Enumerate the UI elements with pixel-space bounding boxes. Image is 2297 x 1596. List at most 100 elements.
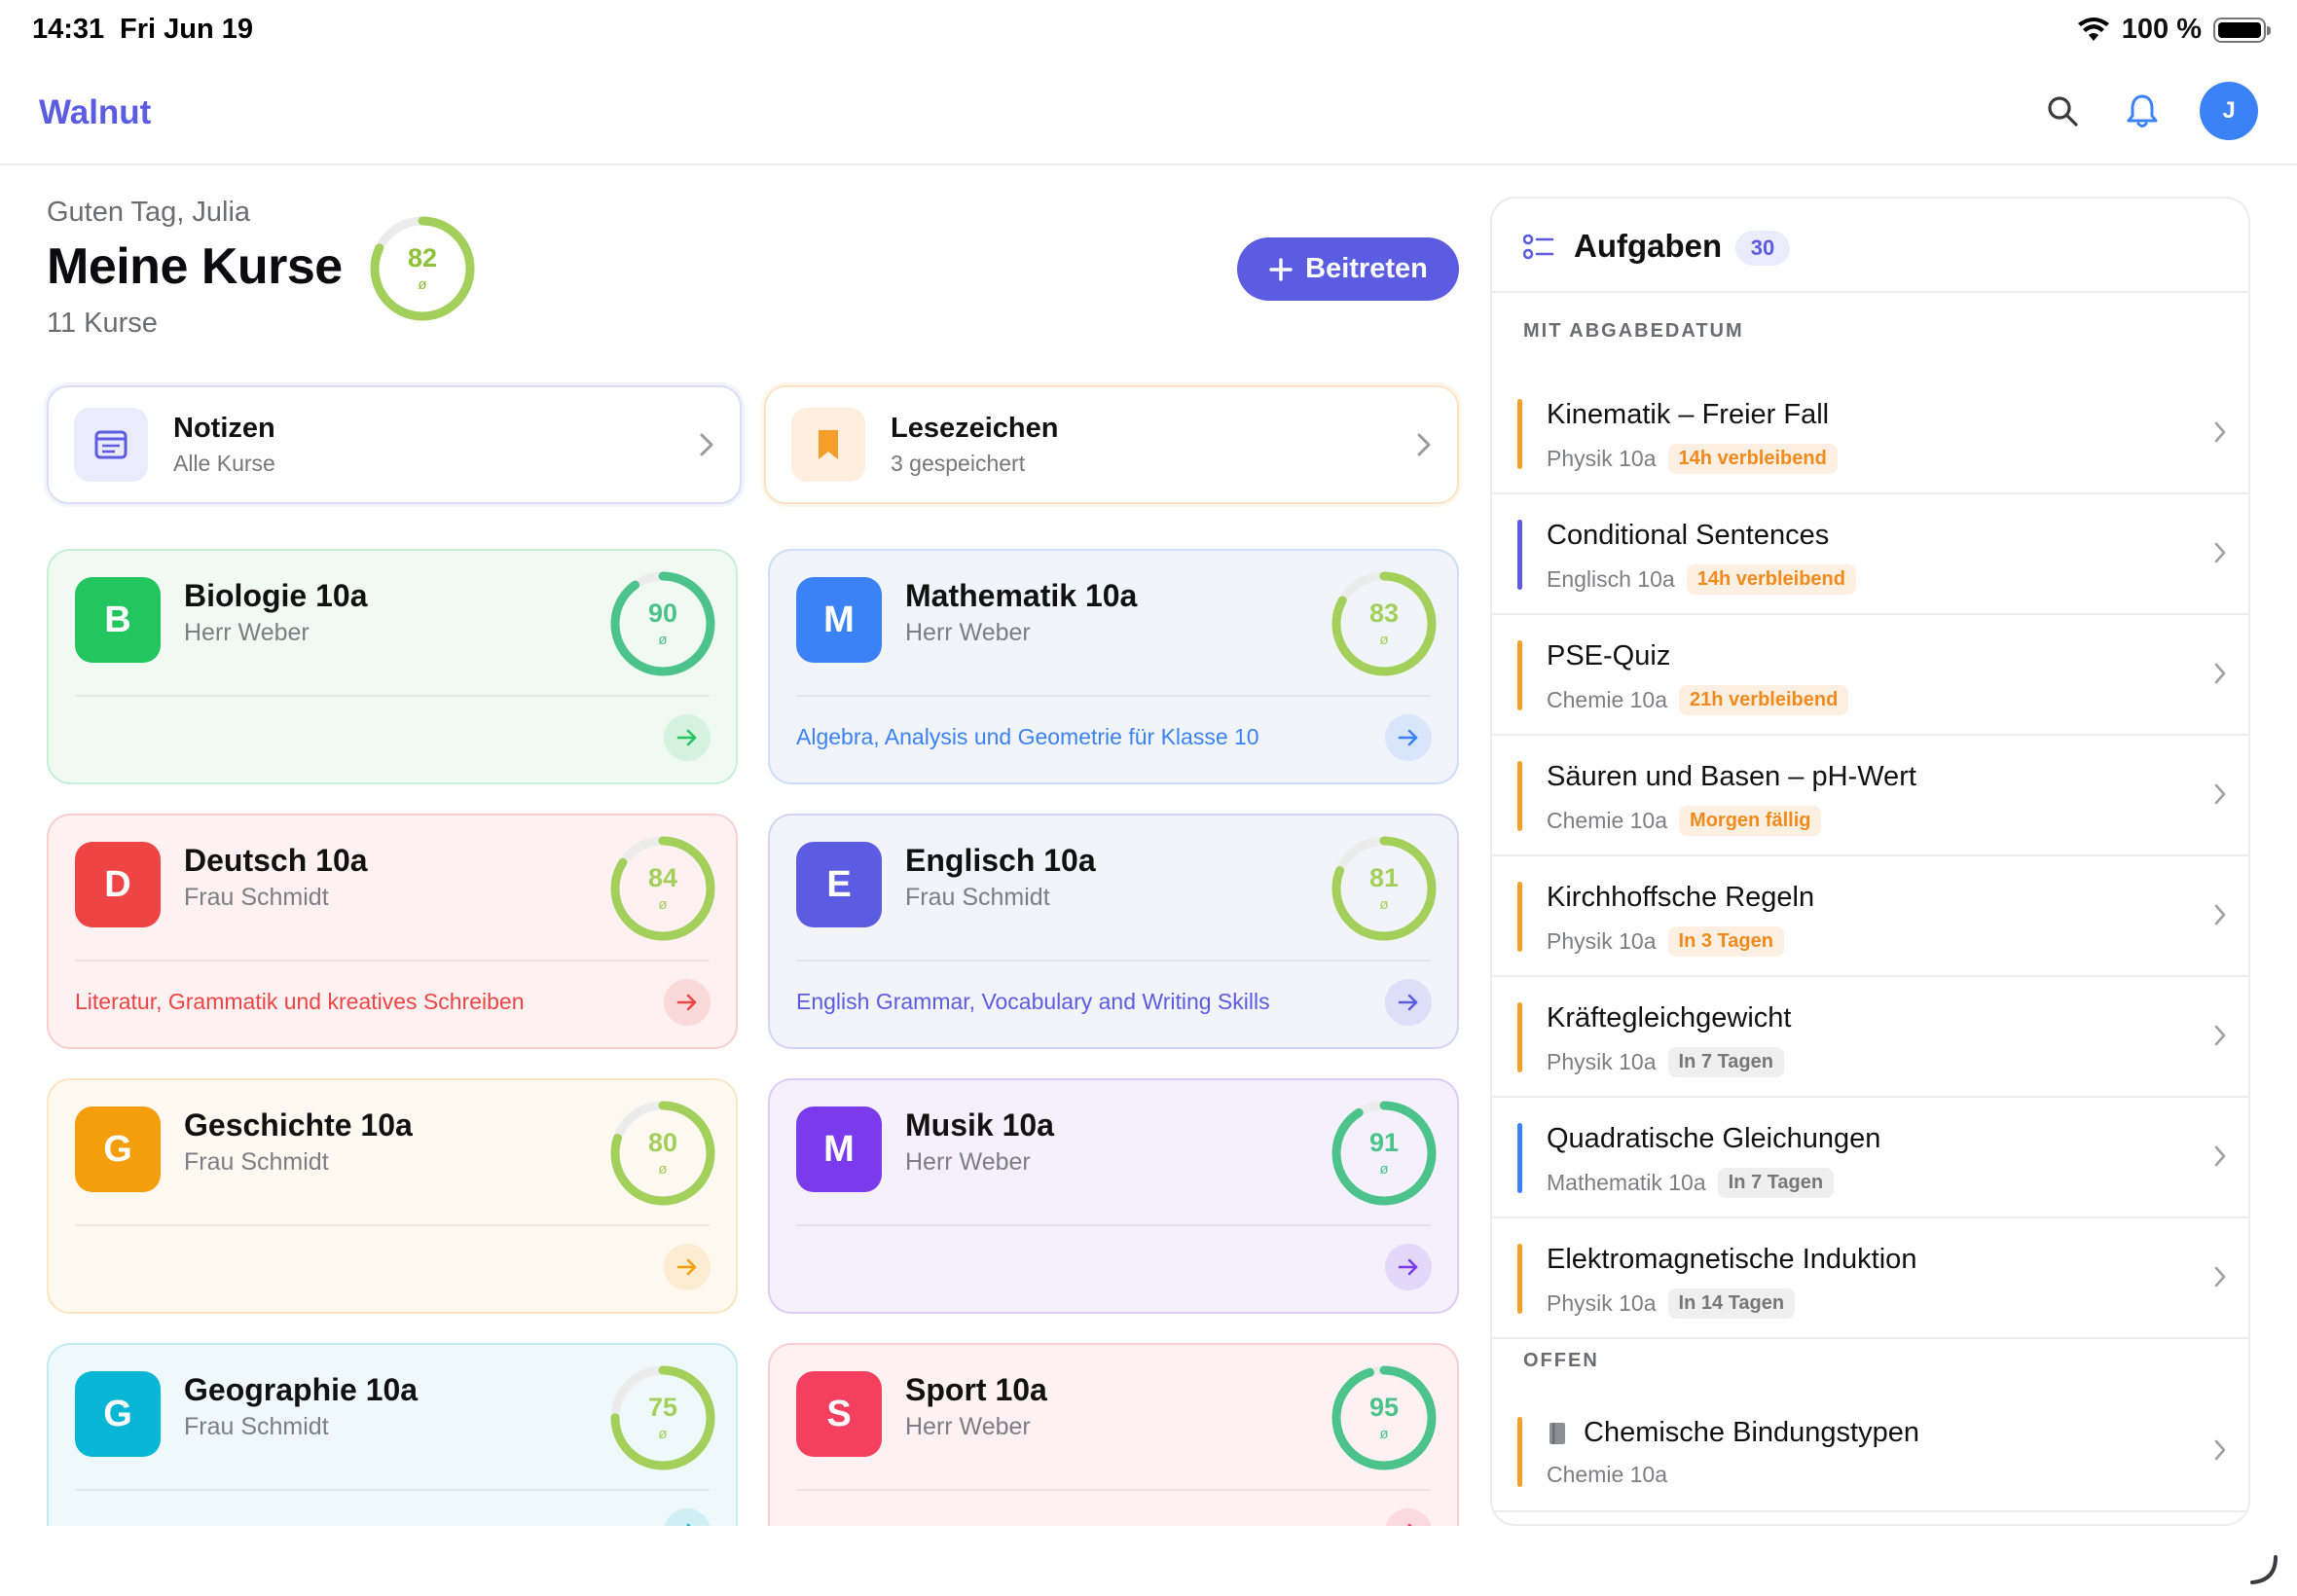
- open-course-button[interactable]: [1385, 1244, 1432, 1290]
- task-title: Kräftegleichgewicht: [1547, 1002, 1792, 1034]
- course-name: Biologie 10a: [184, 578, 368, 613]
- tasks-title: Aufgaben: [1574, 228, 1723, 264]
- task-item[interactable]: Quadratische Gleichungen Mathematik 10a …: [1492, 1098, 2248, 1218]
- task-item[interactable]: Elektromagnetische Induktion Physik 10a …: [1492, 1218, 2248, 1339]
- arrow-right-icon: [1407, 1523, 1412, 1526]
- course-teacher: Herr Weber: [905, 1148, 1031, 1176]
- chevron-right-icon: [700, 433, 713, 456]
- arrow-right-icon: [676, 729, 697, 746]
- section-label-due: MIT ABGABEDATUM: [1523, 320, 1744, 342]
- notifications-button[interactable]: [2120, 89, 2165, 133]
- task-due-badge: Morgen fällig: [1679, 806, 1822, 836]
- course-card[interactable]: M Mathematik 10a Herr Weber 83 ø Algebra…: [768, 549, 1459, 784]
- status-bar: 14:31 Fri Jun 19 100 %: [0, 0, 2297, 60]
- chevron-right-icon: [2214, 1025, 2226, 1046]
- task-title: Kirchhoffsche Regeln: [1547, 882, 1815, 913]
- task-title: PSE-Quiz: [1547, 640, 1671, 671]
- overall-score-value: 82: [407, 243, 438, 272]
- task-course: Physik 10a: [1547, 1290, 1657, 1316]
- open-course-button[interactable]: [664, 714, 711, 761]
- task-color-bar: [1517, 640, 1522, 710]
- task-color-bar: [1517, 761, 1522, 831]
- course-card[interactable]: G Geographie 10a Frau Schmidt 75 ø: [47, 1343, 738, 1526]
- page-title: Meine Kurse: [47, 238, 343, 295]
- task-color-bar: [1517, 882, 1522, 952]
- search-button[interactable]: [2040, 89, 2085, 133]
- course-card[interactable]: G Geschichte 10a Frau Schmidt 80 ø: [47, 1078, 738, 1314]
- task-course: Chemie 10a: [1547, 687, 1668, 712]
- task-due-badge: In 3 Tagen: [1667, 926, 1784, 957]
- task-color-bar: [1517, 520, 1522, 590]
- course-letter-icon: S: [796, 1371, 882, 1457]
- task-due-badge: In 14 Tagen: [1667, 1288, 1796, 1319]
- course-score-value: 91: [1368, 1128, 1400, 1157]
- avg-symbol: ø: [1379, 1161, 1389, 1178]
- chevron-right-icon: [2214, 783, 2226, 805]
- course-grid: B Biologie 10a Herr Weber 90 ø: [47, 549, 1459, 1526]
- user-avatar[interactable]: J: [2200, 82, 2258, 140]
- card-divider: [796, 960, 1431, 961]
- course-name: Geschichte 10a: [184, 1107, 413, 1143]
- card-divider: [75, 1224, 710, 1226]
- course-name: Musik 10a: [905, 1107, 1054, 1143]
- task-item[interactable]: PSE-Quiz Chemie 10a 21h verbleibend: [1492, 615, 2248, 736]
- course-teacher: Herr Weber: [905, 1413, 1031, 1440]
- open-course-button[interactable]: [1385, 979, 1432, 1026]
- task-item[interactable]: Kirchhoffsche Regeln Physik 10a In 3 Tag…: [1492, 856, 2248, 977]
- course-card[interactable]: M Musik 10a Herr Weber 91 ø: [768, 1078, 1459, 1314]
- task-item[interactable]: Kräftegleichgewicht Physik 10a In 7 Tage…: [1492, 977, 2248, 1098]
- task-course: Physik 10a: [1547, 1049, 1657, 1074]
- avg-symbol: ø: [418, 276, 427, 293]
- task-course: Chemie 10a: [1547, 1462, 1668, 1487]
- open-course-button[interactable]: [1385, 714, 1432, 761]
- bookmarks-subtitle: 3 gespeichert: [891, 451, 1026, 476]
- card-divider: [796, 1489, 1431, 1491]
- open-course-button[interactable]: [664, 1244, 711, 1290]
- course-card[interactable]: E Englisch 10a Frau Schmidt 81 ø English…: [768, 814, 1459, 1049]
- course-name: Englisch 10a: [905, 843, 1096, 878]
- task-item[interactable]: Conditional Sentences Englisch 10a 14h v…: [1492, 494, 2248, 615]
- battery-icon: [2213, 17, 2271, 43]
- course-teacher: Frau Schmidt: [905, 884, 1050, 911]
- task-item[interactable]: Säuren und Basen – pH-Wert Chemie 10a Mo…: [1492, 736, 2248, 856]
- task-title: Elektromagnetische Induktion: [1547, 1244, 1917, 1275]
- course-teacher: Frau Schmidt: [184, 1413, 329, 1440]
- status-time: 14:31: [32, 14, 105, 45]
- chevron-right-icon: [2214, 1439, 2226, 1461]
- bookmarks-title: Lesezeichen: [891, 413, 1059, 444]
- course-card[interactable]: B Biologie 10a Herr Weber 90 ø: [47, 549, 738, 784]
- course-description: Literatur, Grammatik und kreatives Schre…: [75, 989, 525, 1014]
- course-score-value: 84: [647, 863, 678, 892]
- notes-card[interactable]: Notizen Alle Kurse: [47, 385, 742, 504]
- open-course-button[interactable]: [664, 1508, 711, 1526]
- join-course-button[interactable]: Beitreten: [1237, 237, 1459, 301]
- search-icon: [2048, 96, 2078, 127]
- chevron-right-icon: [2214, 904, 2226, 925]
- task-title: Quadratische Gleichungen: [1547, 1123, 1881, 1154]
- tasks-panel: Aufgaben 30 MIT ABGABEDATUM Kinematik – …: [1490, 197, 2250, 1526]
- course-name: Geographie 10a: [184, 1372, 419, 1407]
- course-letter-icon: D: [75, 842, 161, 927]
- open-course-button[interactable]: [1385, 1508, 1432, 1526]
- course-card[interactable]: D Deutsch 10a Frau Schmidt 84 ø Literatu…: [47, 814, 738, 1049]
- task-title: Conditional Sentences: [1547, 520, 1830, 551]
- course-teacher: Frau Schmidt: [184, 884, 329, 911]
- resize-handle-icon: [2250, 1555, 2278, 1584]
- course-description: Algebra, Analysis und Geometrie für Klas…: [796, 724, 1259, 749]
- chevron-right-icon: [2214, 542, 2226, 563]
- course-name: Deutsch 10a: [184, 843, 368, 878]
- task-item-open[interactable]: Chemische Bindungstypen Chemie 10a: [1492, 1392, 2248, 1512]
- task-due-badge: In 7 Tagen: [1667, 1047, 1784, 1077]
- course-score-ring: 80 ø: [609, 1100, 716, 1207]
- bookmarks-card[interactable]: Lesezeichen 3 gespeichert: [764, 385, 1459, 504]
- open-course-button[interactable]: [664, 979, 711, 1026]
- task-title: Säuren und Basen – pH-Wert: [1547, 761, 1916, 792]
- course-teacher: Herr Weber: [905, 619, 1031, 646]
- app-brand[interactable]: Walnut: [39, 93, 152, 131]
- course-card[interactable]: S Sport 10a Herr Weber 95 ø: [768, 1343, 1459, 1526]
- notes-title: Notizen: [173, 413, 275, 444]
- arrow-right-icon: [686, 1523, 691, 1526]
- task-item[interactable]: Kinematik – Freier Fall Physik 10a 14h v…: [1492, 374, 2248, 494]
- card-divider: [796, 695, 1431, 697]
- join-label: Beitreten: [1305, 253, 1428, 284]
